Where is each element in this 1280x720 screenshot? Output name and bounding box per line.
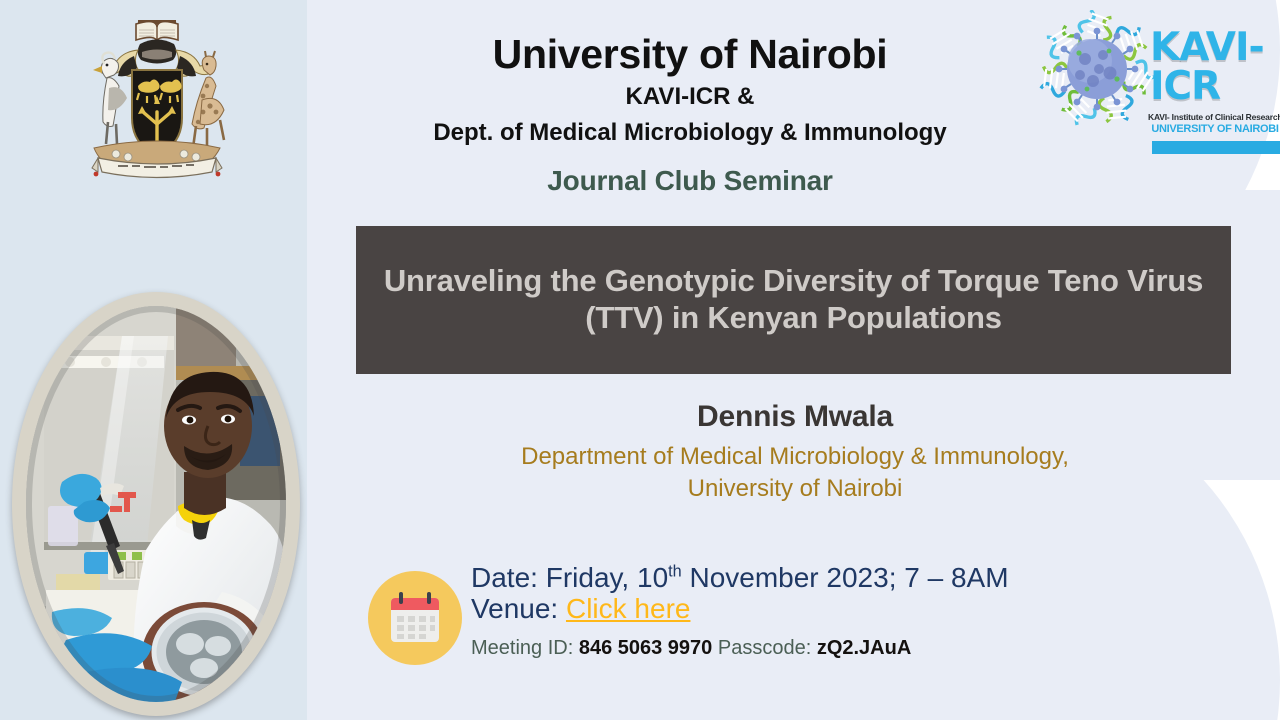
kavi-icr-institution: UNIVERSITY OF NAIROBI [1151,123,1279,135]
kavi-icr-tagline: KAVI- Institute of Clinical Research [1148,112,1280,122]
header-text-block: University of Nairobi KAVI-ICR & Dept. o… [330,32,1050,197]
event-type-label: Journal Club Seminar [547,164,833,196]
speaker-name: Dennis Mwala [697,400,893,433]
seminar-title-banner: Unraveling the Genotypic Diversity of To… [356,226,1231,374]
header-unit-line-2: Dept. of Medical Microbiology & Immunolo… [433,119,947,147]
kavi-icr-logo: KAVI-ICR KAVI- Institute of Clinical Res… [1038,6,1280,158]
meeting-id-label: Meeting ID: [471,636,574,659]
date-label: Date: [471,562,538,593]
page-title: University of Nairobi [492,31,888,77]
scientist-in-laboratory-photo [26,306,286,702]
date-rest: November 2023; 7 – 8AM [681,562,1009,593]
date-day: Friday, 10 [545,562,669,593]
venue-link[interactable]: Click here [565,593,691,625]
speaker-block: Dennis Mwala Department of Medical Micro… [400,400,1190,504]
passcode-label: Passcode: [717,636,812,659]
event-details: Date: Friday, 10th November 2023; 7 – 8A… [471,562,1171,660]
date-ordinal: th [668,562,682,581]
header-unit-line-1: KAVI-ICR & [625,83,755,111]
speaker-affiliation-line-2: University of Nairobi [687,474,903,502]
passcode-value: zQ2.JAuA [816,636,912,659]
event-venue-line: Venue: Click here [471,593,1171,624]
speaker-photo [12,292,300,716]
kavi-icr-wordmark: KAVI-ICR [1150,25,1265,109]
meeting-credentials: Meeting ID: 846 5063 9970 Passcode: zQ2.… [471,637,1171,660]
logo-accent-bar [1152,141,1280,154]
seminar-title: Unraveling the Genotypic Diversity of To… [383,263,1204,335]
speaker-affiliation-line-1: Department of Medical Microbiology & Imm… [521,443,1069,470]
venue-label: Venue: [471,593,559,625]
event-date-line: Date: Friday, 10th November 2023; 7 – 8A… [471,562,1171,593]
meeting-id-value: 846 5063 9970 [578,636,713,659]
speaker-affiliation: Department of Medical Microbiology & Imm… [400,441,1190,504]
university-coat-of-arms-icon [76,8,238,180]
virus-dna-ring-icon [1038,10,1156,128]
calendar-icon [365,568,465,668]
